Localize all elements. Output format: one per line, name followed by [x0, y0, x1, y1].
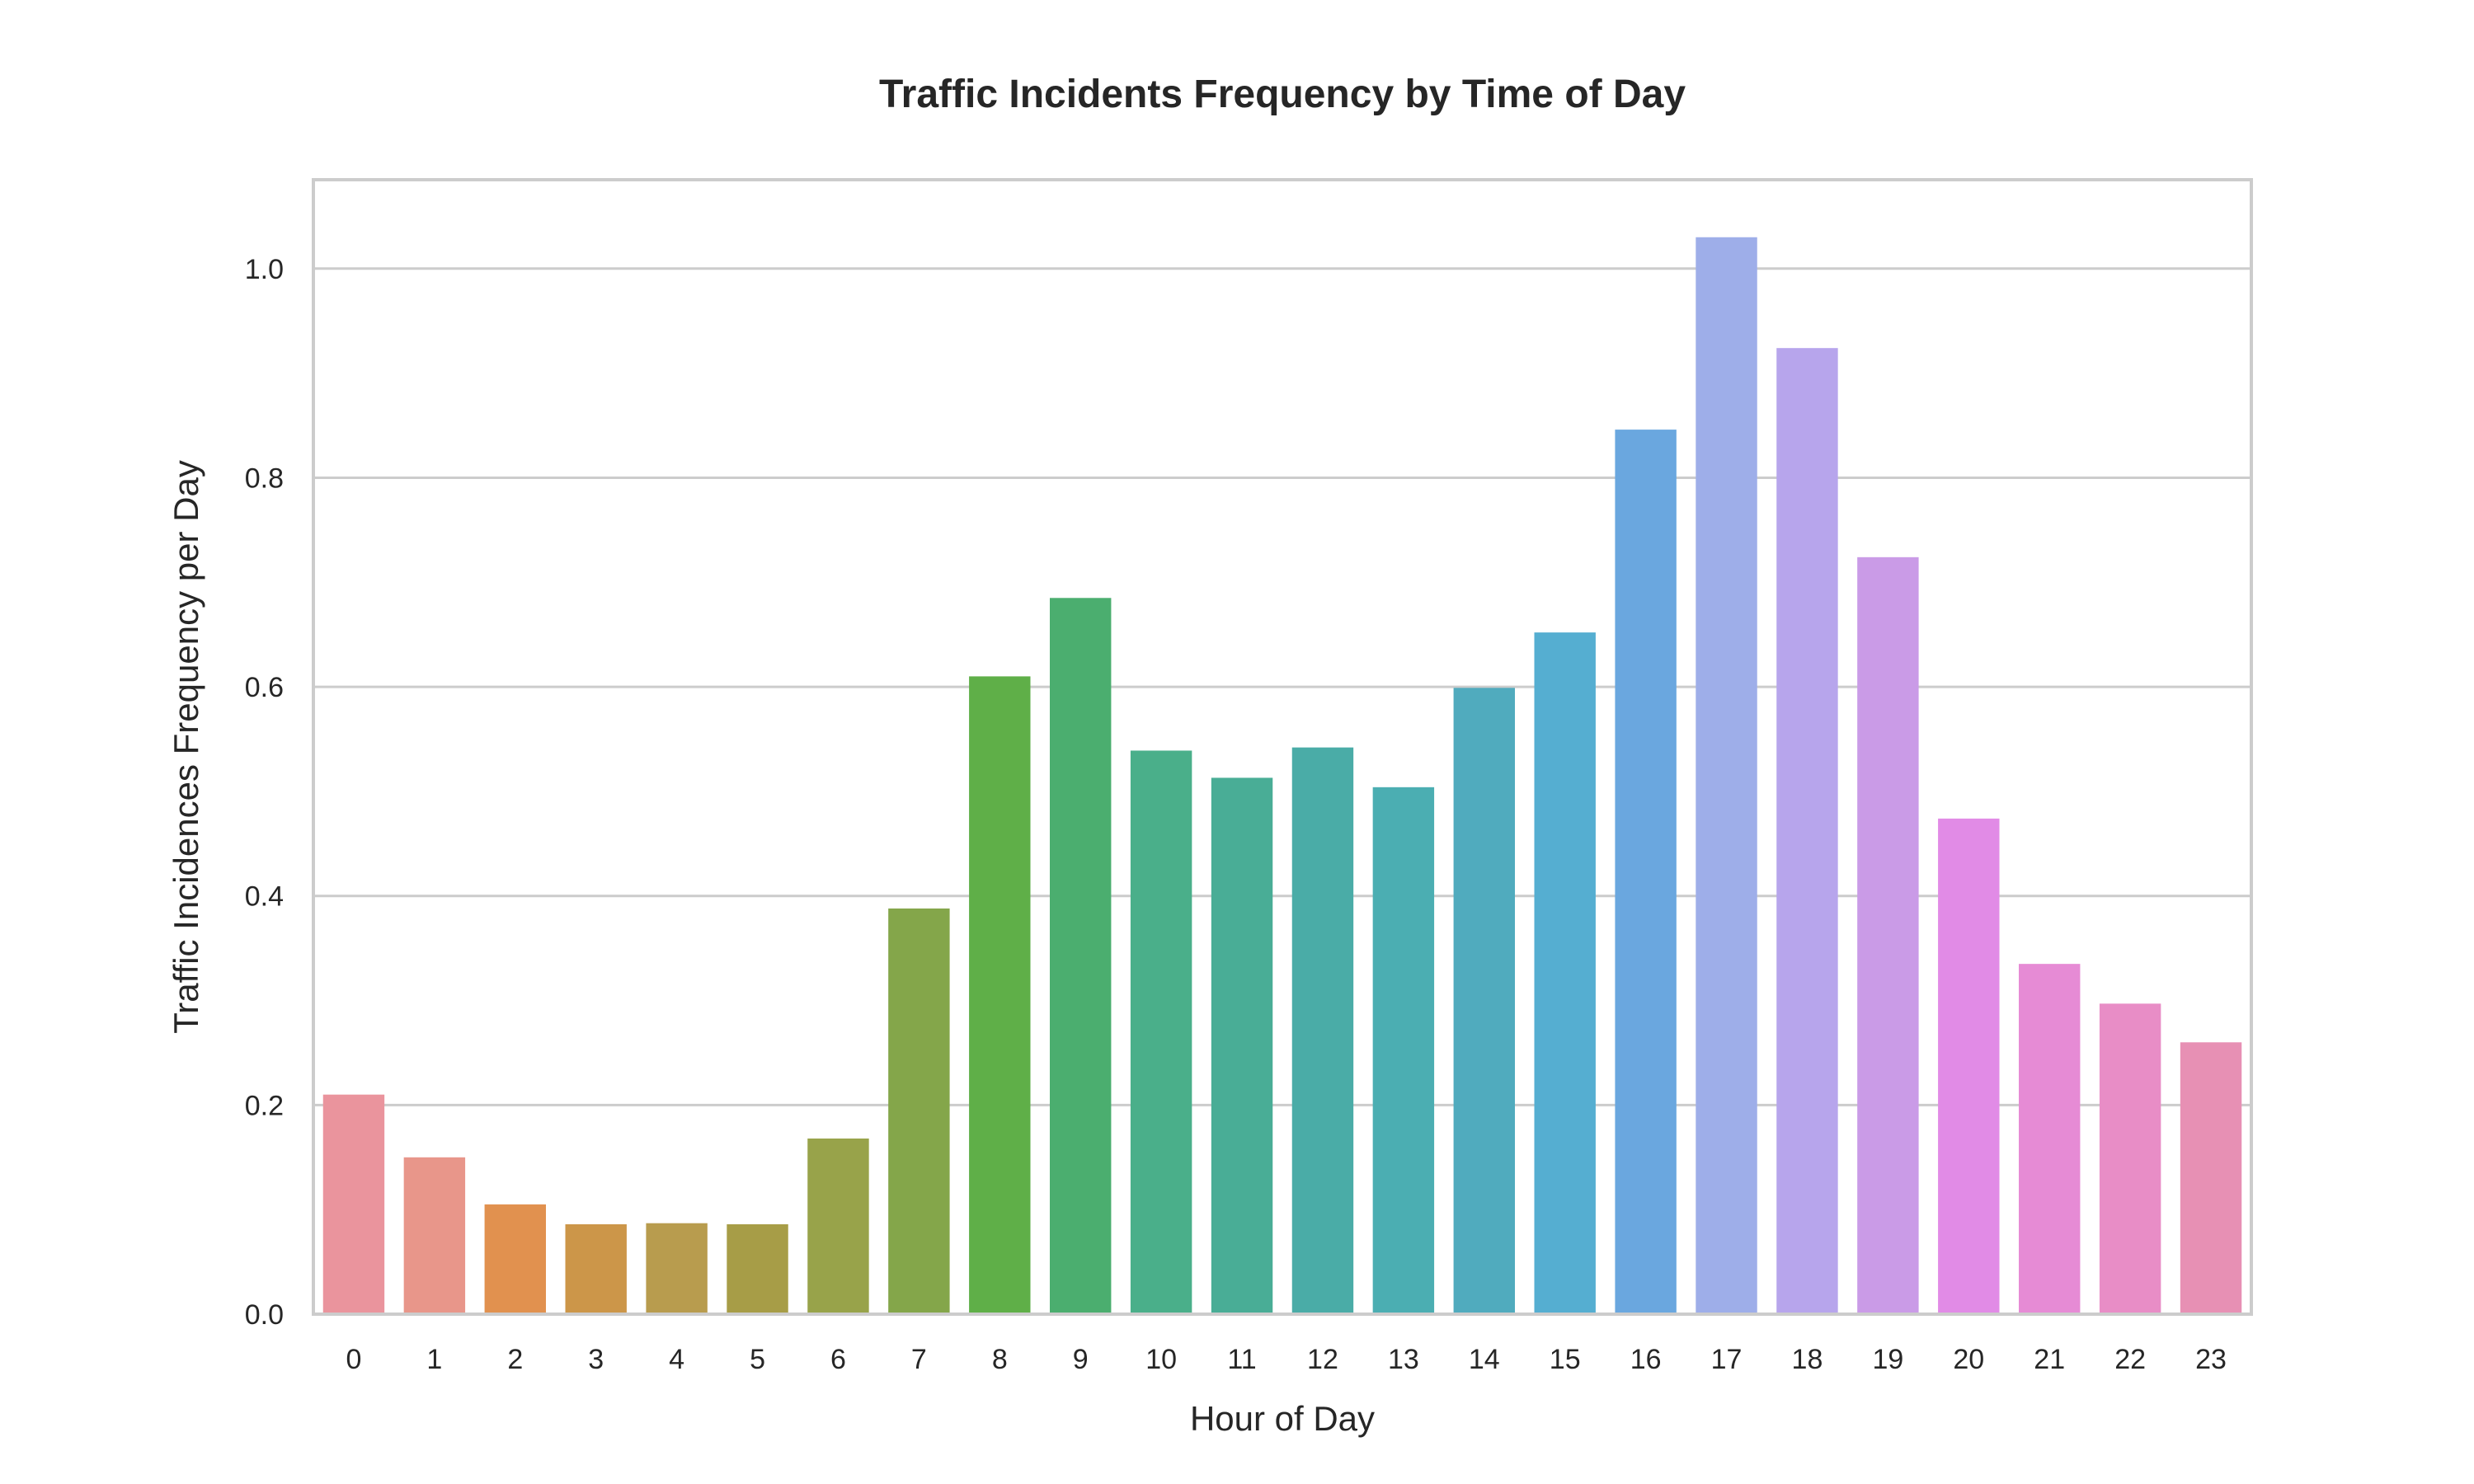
x-tick-label: 14 — [1469, 1344, 1500, 1375]
x-tick-label: 15 — [1550, 1344, 1581, 1375]
x-tick-label: 8 — [992, 1344, 1008, 1375]
x-tick-label: 2 — [507, 1344, 523, 1375]
bar-hour-6 — [807, 1138, 869, 1314]
y-tick-label: 0.4 — [245, 881, 284, 913]
x-tick-label: 3 — [588, 1344, 604, 1375]
y-axis-label: Traffic Incidences Frequency per Day — [167, 460, 205, 1034]
bar-hour-7 — [888, 908, 950, 1314]
bar-hour-22 — [2099, 1003, 2161, 1314]
bar-hour-19 — [1857, 556, 1919, 1314]
x-tick-label: 23 — [2195, 1344, 2227, 1375]
bar-hour-20 — [1938, 818, 2000, 1314]
bar-hour-16 — [1615, 430, 1677, 1314]
y-tick-label: 1.0 — [245, 254, 284, 285]
x-tick-label: 1 — [426, 1344, 442, 1375]
x-tick-label: 0 — [346, 1344, 361, 1375]
bar-hour-2 — [484, 1204, 546, 1314]
bar-hour-5 — [727, 1223, 788, 1314]
y-tick-label: 0.2 — [245, 1090, 284, 1121]
plot-frame — [312, 178, 2253, 1316]
x-tick-label: 5 — [750, 1344, 765, 1375]
bar-hour-0 — [322, 1094, 385, 1314]
x-tick-label: 21 — [2034, 1344, 2065, 1375]
bar-hour-12 — [1291, 747, 1354, 1314]
x-tick-label: 6 — [830, 1344, 846, 1375]
bar-hour-1 — [403, 1157, 466, 1314]
x-tick-labels: 0 1 2 3 4 5 6 7 8 9 10 11 12 13 14 15 16 17 18 19 20 21 22 23 — [346, 1344, 2226, 1375]
bar-hour-15 — [1534, 632, 1596, 1314]
x-tick-label: 17 — [1711, 1344, 1743, 1375]
y-tick-label: 0.8 — [245, 463, 284, 494]
x-tick-label: 11 — [1227, 1344, 1256, 1375]
x-tick-label: 7 — [911, 1344, 927, 1375]
bar-hour-14 — [1453, 688, 1515, 1314]
x-tick-label: 16 — [1630, 1344, 1662, 1375]
bar-hour-13 — [1372, 787, 1435, 1314]
x-tick-label: 9 — [1073, 1344, 1089, 1375]
bar-hour-21 — [2019, 964, 2081, 1314]
y-tick-label: 0.6 — [245, 672, 284, 703]
bar-hour-10 — [1130, 750, 1192, 1314]
x-tick-label: 13 — [1388, 1344, 1419, 1375]
x-tick-label: 18 — [1792, 1344, 1823, 1375]
x-tick-label: 22 — [2114, 1344, 2146, 1375]
bar-hour-9 — [1050, 598, 1112, 1314]
bar-hour-8 — [969, 676, 1031, 1314]
bar-hour-17 — [1696, 237, 1757, 1314]
bar-hour-11 — [1211, 777, 1273, 1314]
x-tick-label: 20 — [1953, 1344, 1984, 1375]
x-axis-label: Hour of Day — [1190, 1399, 1375, 1438]
bar-hour-3 — [565, 1223, 627, 1314]
bar-hour-23 — [2180, 1042, 2242, 1314]
bar-hour-4 — [646, 1223, 708, 1314]
x-tick-label: 12 — [1307, 1344, 1338, 1375]
y-tick-labels: 0.0 0.2 0.4 0.6 0.8 1.0 — [245, 254, 284, 1331]
bars — [322, 237, 2242, 1314]
x-tick-label: 10 — [1145, 1344, 1177, 1375]
x-tick-label: 4 — [669, 1344, 684, 1375]
bar-hour-18 — [1776, 348, 1838, 1314]
chart-title: Traffic Incidents Frequency by Time of D… — [879, 73, 1686, 116]
y-tick-label: 0.0 — [245, 1299, 284, 1331]
x-tick-label: 19 — [1872, 1344, 1903, 1375]
